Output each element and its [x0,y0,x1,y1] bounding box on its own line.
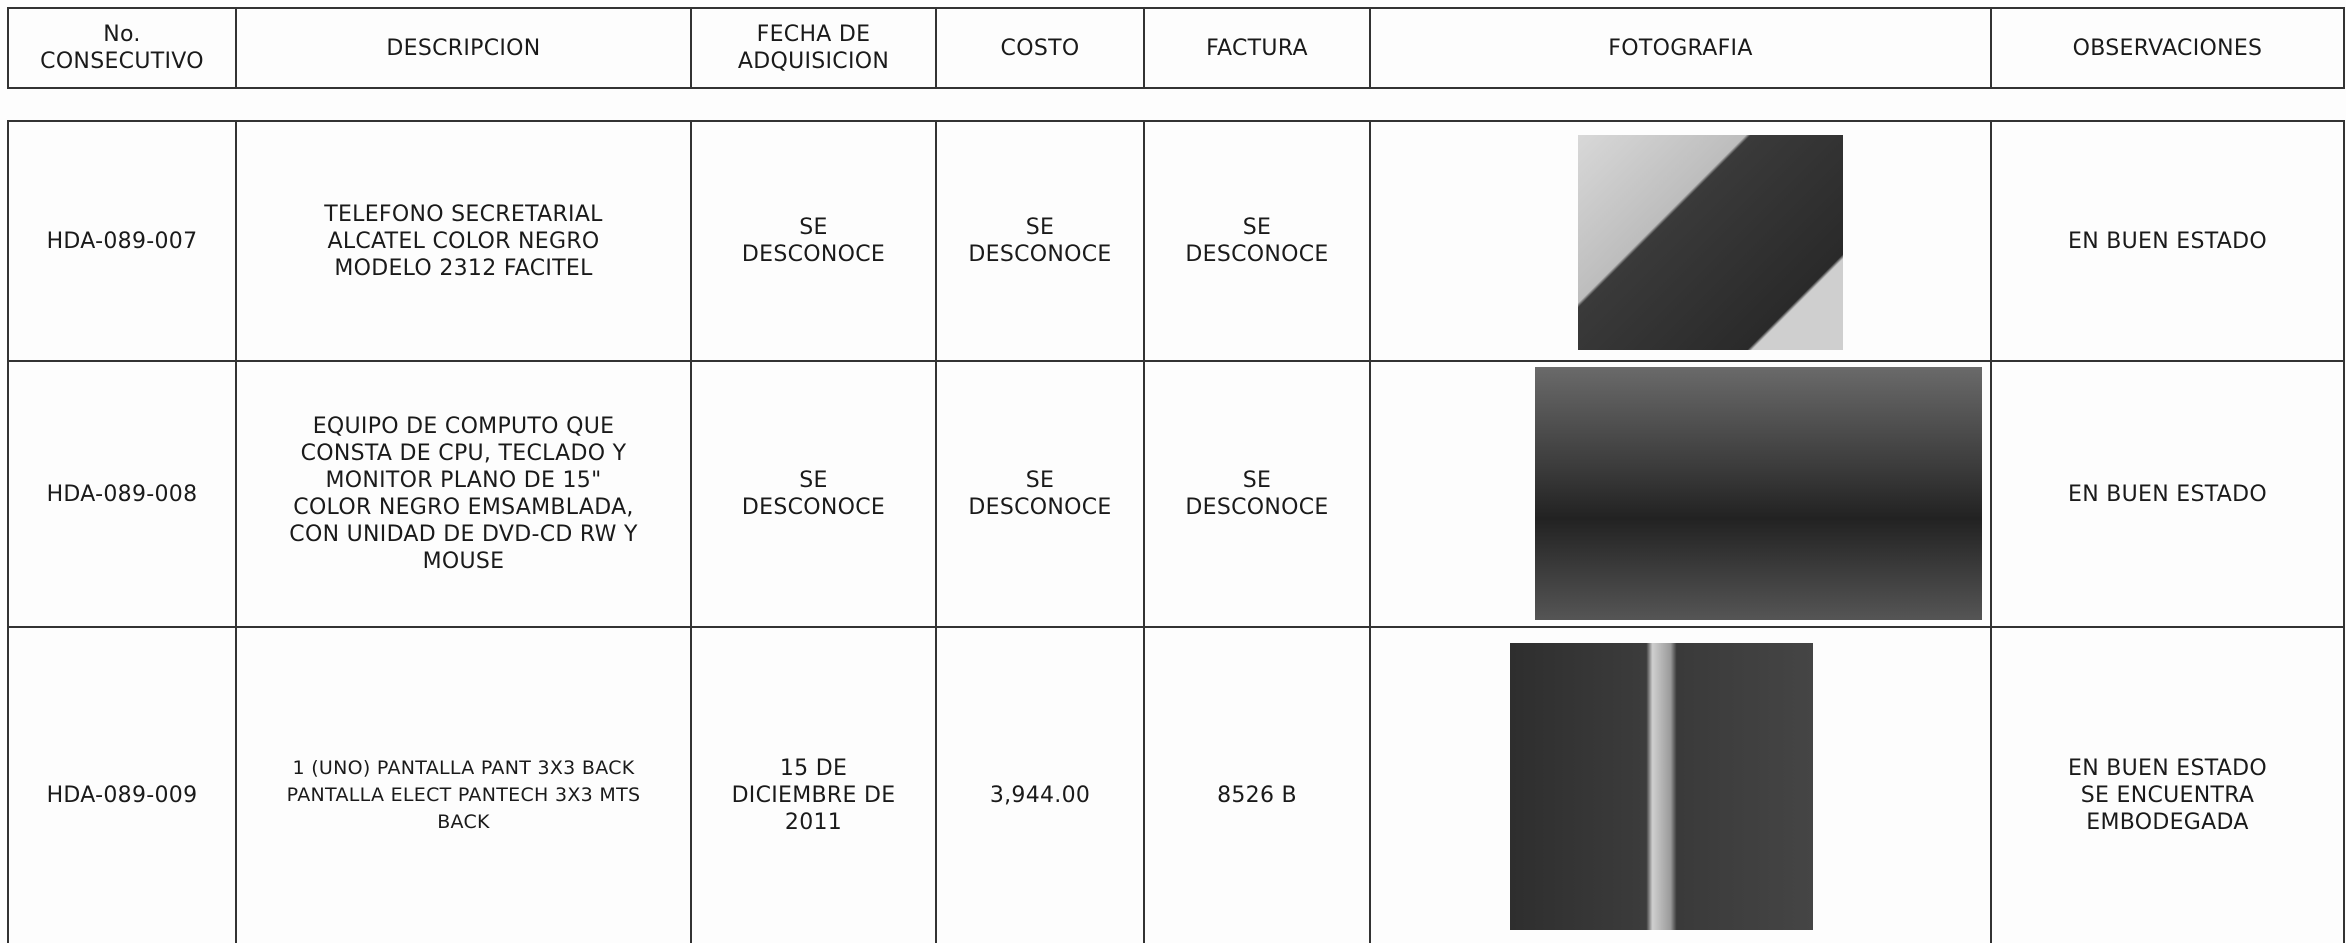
cell-text: SE [1025,468,1055,493]
body-cell: HDA-089-008 [7,360,237,628]
cell-text: FECHA DE [756,22,871,47]
header-cell: COSTO [935,7,1145,89]
cell-text: COLOR NEGRO EMSAMBLADA, [293,495,634,520]
cell-text: BACK [437,810,490,833]
cell-text: DESCONOCE [968,495,1112,520]
cell-text: 2011 [784,809,843,835]
body-cell: EQUIPO DE COMPUTO QUE CONSTA DE CPU, TECL… [235,360,692,628]
cell-text: MOUSE [422,549,505,574]
body-cell: 8526 B [1143,626,1371,943]
cell-text: SE [1242,468,1272,493]
cell-text: EN BUEN ESTADO [2068,228,2267,254]
cell-text: EQUIPO DE COMPUTO QUE [312,414,615,439]
cell-text: DESCONOCE [1185,495,1329,520]
cell-text: ADQUISICION [737,49,890,74]
cell-text: No. [103,22,141,47]
body-cell: HDA-089-009 [7,626,237,943]
body-cell: 1 (UNO) PANTALLA PANT 3X3 BACK PANTALLA E… [235,626,692,943]
header-cell: FACTURA [1143,7,1371,89]
cell-text: HDA-089-008 [46,481,198,507]
cell-text: DESCONOCE [741,242,886,267]
cell-text: DESCONOCE [1185,242,1329,267]
body-cell: EN BUEN ESTADO [1990,120,2345,362]
cell-text: MONITOR PLANO DE 15" [325,468,602,493]
cell-text: HDA-089-009 [46,782,198,808]
body-cell: TELEFONO SECRETARIAL ALCATEL COLOR NEGRO M… [235,120,692,362]
cell-text: DESCRIPCION [386,35,541,61]
cell-text: EN BUEN ESTADO [2068,755,2267,781]
cell-text: CON UNIDAD DE DVD-CD RW Y [289,522,638,547]
body-cell: SE DESCONOCE [1143,360,1371,628]
body-cell: SE DESCONOCE [935,360,1145,628]
cell-text: DESCONOCE [741,495,886,520]
cell-text: SE ENCUENTRA [2080,782,2255,808]
cell-text: 3,944.00 [989,782,1091,808]
cell-text: CONSTA DE CPU, TECLADO Y [300,441,627,466]
body-cell: EN BUEN ESTADO [1990,360,2345,628]
body-cell: HDA-089-007 [7,120,237,362]
header-cell: No. CONSECUTIVO [7,7,237,89]
cell-text: HDA-089-007 [46,228,198,254]
body-cell: EN BUEN ESTADO SE ENCUENTRA EMBODEGADA [1990,626,2345,943]
body-cell: 3,944.00 [935,626,1145,943]
header-cell: DESCRIPCION [235,7,692,89]
header-cell: FOTOGRAFIA [1369,7,1992,89]
body-cell: 15 DE DICIEMBRE DE 2011 [690,626,937,943]
cell-text: ALCATEL COLOR NEGRO [327,228,600,254]
header-cell: FECHA DE ADQUISICION [690,7,937,89]
cell-text: 15 DE [779,755,848,781]
body-cell: SE DESCONOCE [935,120,1145,362]
cell-text: EMBODEGADA [2086,809,2249,835]
cell-text: 1 (UNO) PANTALLA PANT 3X3 BACK [292,756,635,779]
photo-telephone [1578,135,1843,350]
cell-text: SE [799,468,828,493]
cell-text: FOTOGRAFIA [1608,35,1753,61]
cell-text: SE [799,215,828,240]
photo-computer [1535,367,1982,620]
cell-text: MODELO 2312 FACITEL [334,255,593,281]
cell-text: EN BUEN ESTADO [2068,481,2267,507]
photo-screen [1510,643,1813,930]
body-cell: SE DESCONOCE [1143,120,1371,362]
body-cell: SE DESCONOCE [690,360,937,628]
cell-text: SE [1242,215,1272,240]
cell-text: 8526 B [1217,782,1297,808]
cell-text: DESCONOCE [968,242,1112,267]
cell-text: COSTO [1000,35,1080,61]
cell-text: CONSECUTIVO [40,49,204,74]
cell-text: DICIEMBRE DE [731,782,896,808]
cell-text: OBSERVACIONES [2072,35,2263,61]
body-cell: SE DESCONOCE [690,120,937,362]
cell-text: SE [1025,215,1055,240]
cell-text: FACTURA [1206,35,1308,61]
cell-text: TELEFONO SECRETARIAL [324,201,603,227]
header-cell: OBSERVACIONES [1990,7,2345,89]
cell-text: PANTALLA ELECT PANTECH 3X3 MTS [286,783,641,806]
